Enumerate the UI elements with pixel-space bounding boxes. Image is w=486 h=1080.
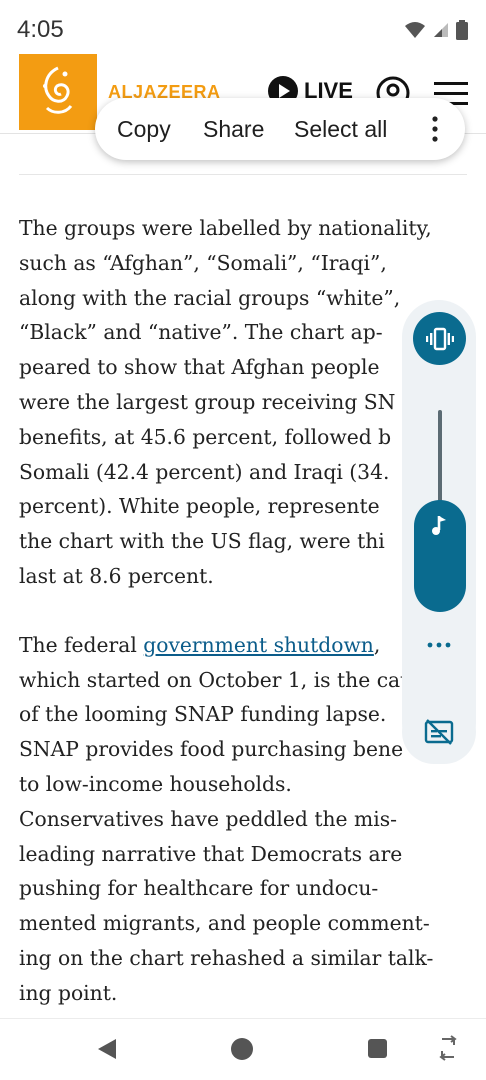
share-button[interactable]: Share (203, 116, 265, 142)
vibrate-icon (425, 327, 454, 350)
back-icon[interactable] (96, 1037, 118, 1061)
more-vert-icon[interactable] (425, 115, 445, 143)
paragraph-text: The federal (19, 632, 144, 657)
volume-slider[interactable] (414, 500, 466, 612)
wifi-icon (405, 22, 425, 38)
recents-icon[interactable] (368, 1039, 387, 1058)
aljazeera-logo[interactable] (19, 54, 97, 130)
signal-icon (434, 23, 448, 37)
status-icons (404, 20, 468, 40)
article-paragraph: The federal government shutdown, which s… (19, 628, 469, 1011)
divider (19, 174, 467, 175)
home-icon[interactable] (231, 1038, 253, 1060)
logo-wordmark: ALJAZEERA (108, 82, 221, 102)
more-horiz-icon[interactable] (426, 640, 452, 650)
ringer-mode-button[interactable] (413, 312, 466, 365)
select-all-button[interactable]: Select all (294, 116, 388, 142)
volume-track[interactable] (438, 410, 442, 530)
aljazeera-logo-icon (43, 66, 73, 114)
rotate-icon[interactable] (436, 1035, 460, 1061)
article-paragraph: The groups were labelled by nationality,… (19, 216, 432, 588)
music-note-icon (432, 516, 446, 535)
government-shutdown-link[interactable]: government shutdown (143, 632, 374, 657)
status-bar: 4:05 (0, 0, 486, 56)
article-body: The groups were labelled by nationality,… (19, 211, 469, 1045)
text-selection-toolbar: Copy Share Select all (95, 98, 465, 160)
captions-button[interactable] (402, 700, 476, 764)
status-time: 4:05 (17, 16, 64, 43)
volume-panel (402, 300, 476, 760)
system-nav-bar (0, 1018, 486, 1080)
copy-button[interactable]: Copy (117, 116, 171, 142)
captions-off-icon (424, 719, 454, 745)
battery-icon (456, 20, 468, 40)
paragraph-text: , which started on October 1, is the cau… (19, 632, 436, 1005)
